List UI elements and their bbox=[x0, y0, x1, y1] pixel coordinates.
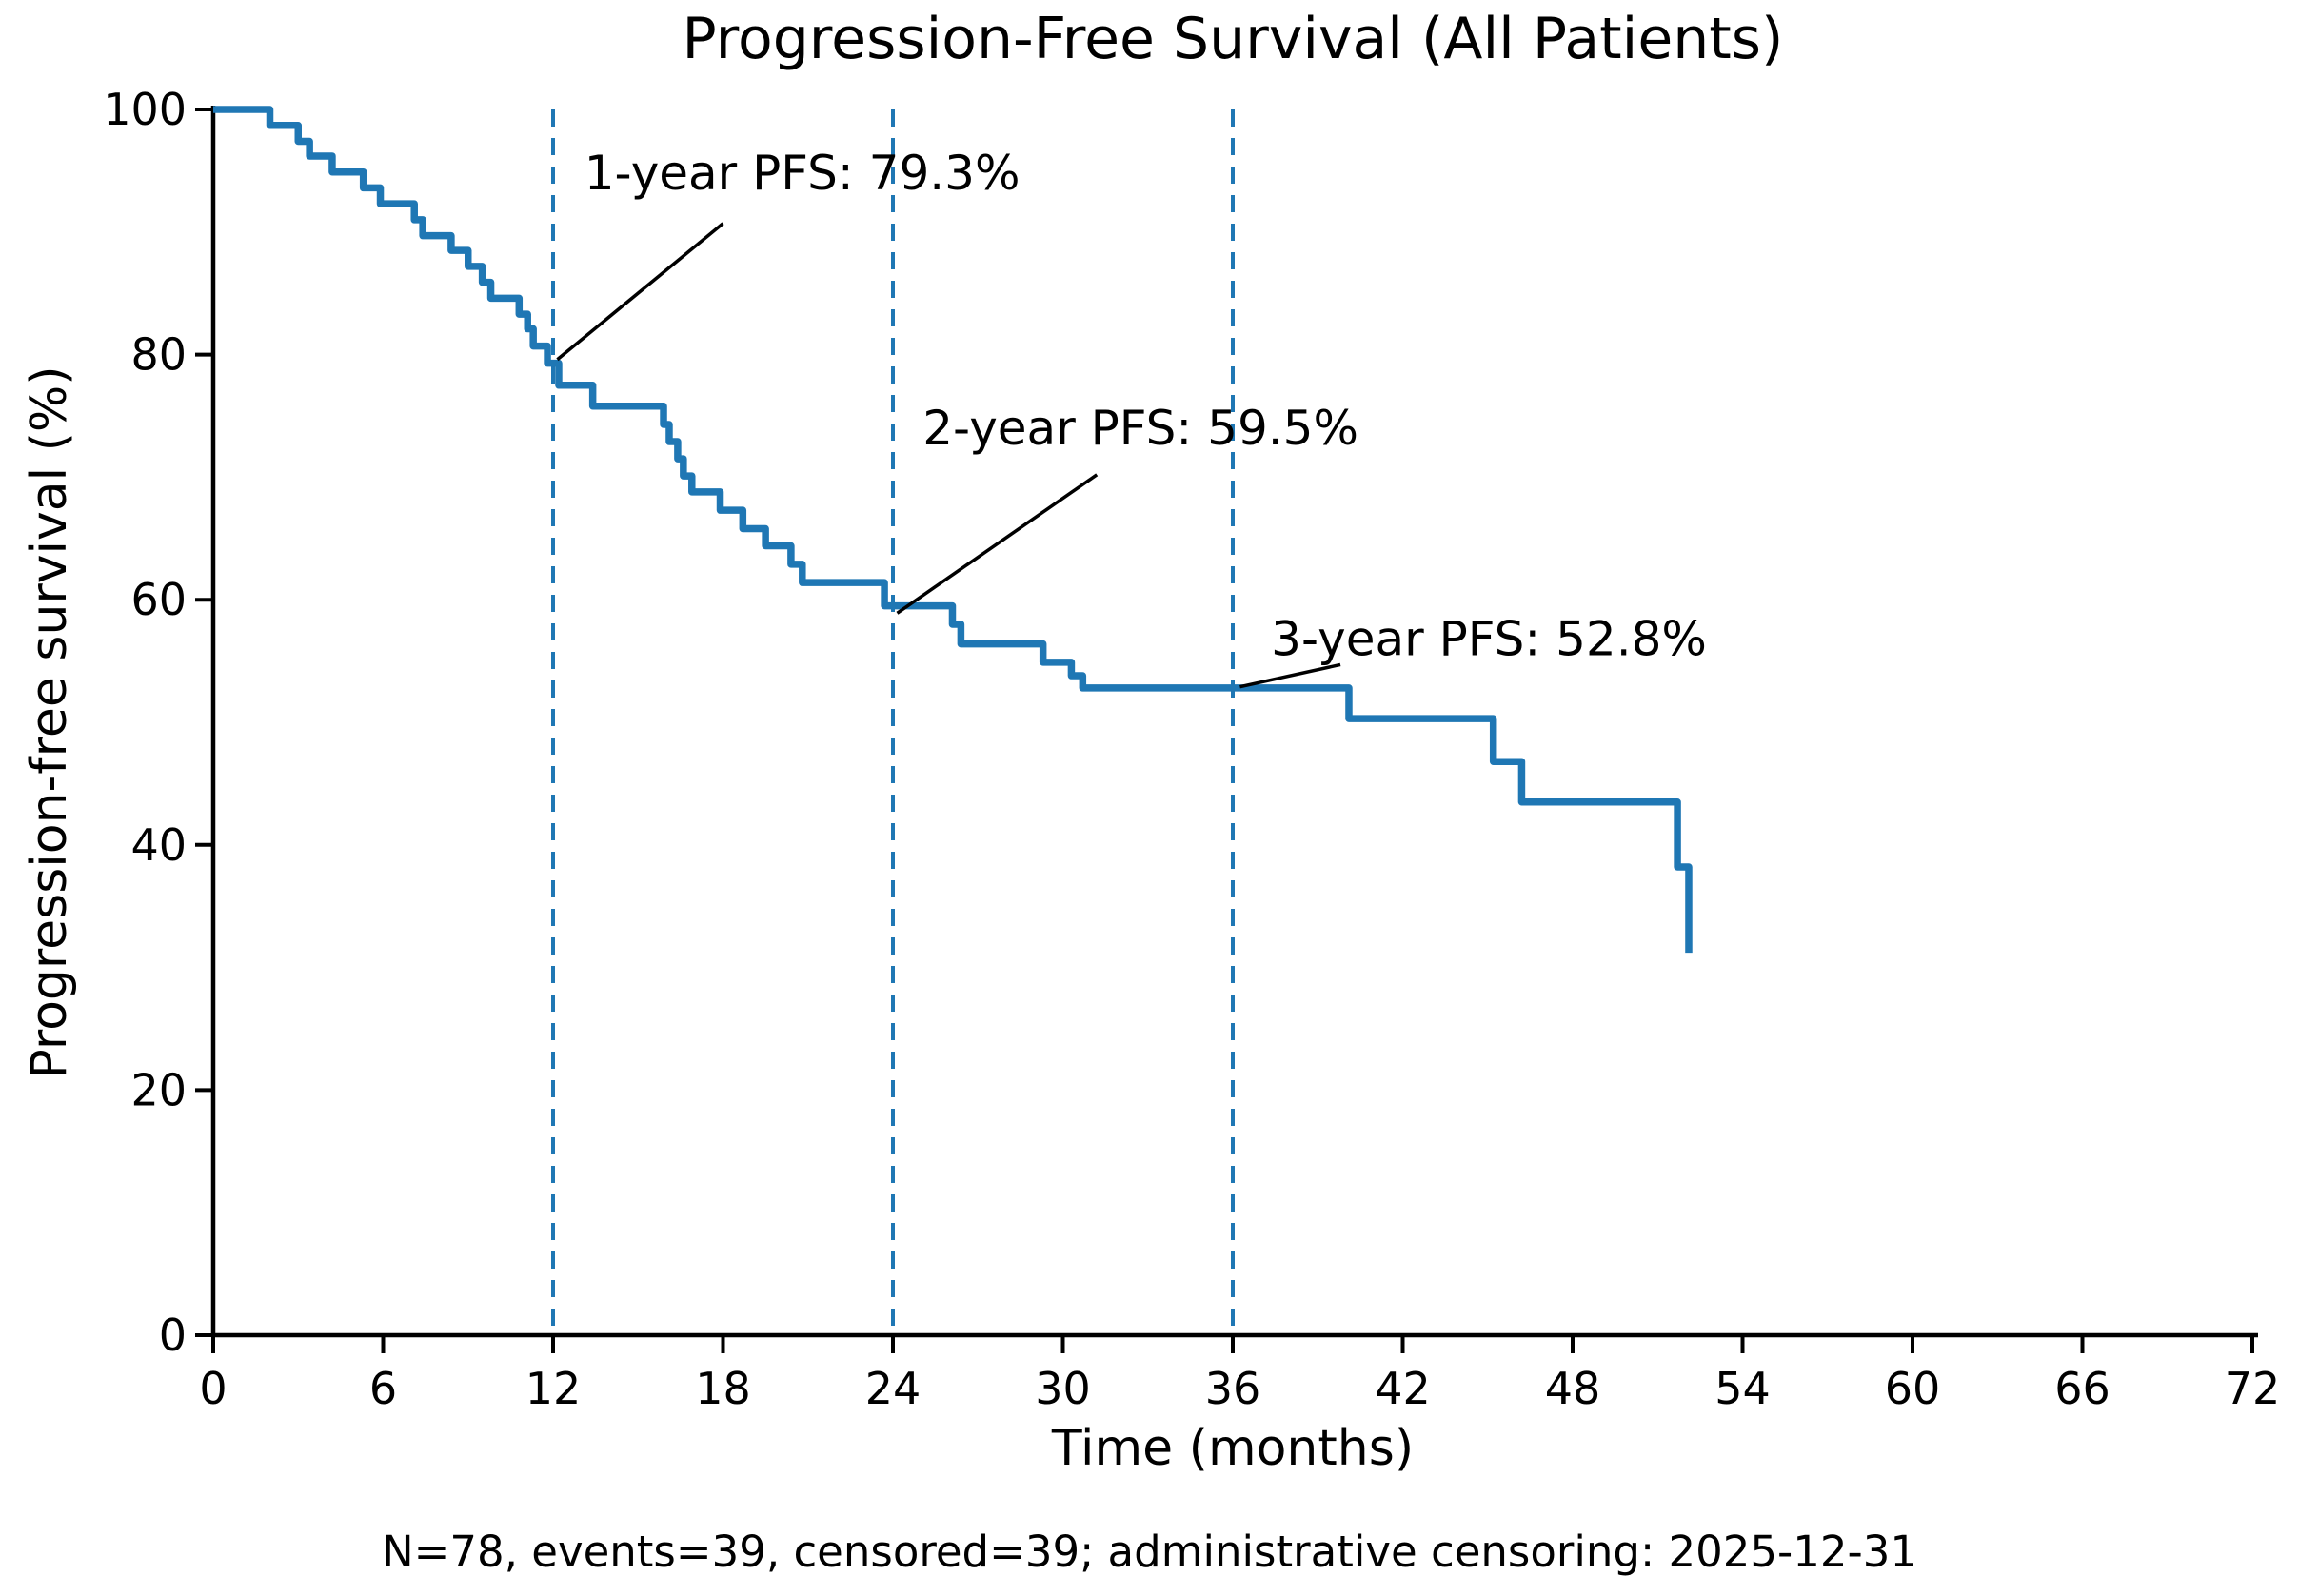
x-tick-label: 30 bbox=[1035, 1363, 1091, 1414]
x-tick-label: 24 bbox=[865, 1363, 922, 1414]
y-tick-label: 100 bbox=[103, 84, 187, 135]
annotation-label: 1-year PFS: 79.3% bbox=[585, 146, 1021, 201]
annotation-leader-line bbox=[1239, 662, 1341, 689]
x-tick-label: 18 bbox=[695, 1363, 751, 1414]
y-tick-label: 0 bbox=[159, 1310, 187, 1361]
y-tick-label: 60 bbox=[130, 574, 187, 625]
y-tick-label: 80 bbox=[130, 329, 187, 381]
annotation-label: 3-year PFS: 52.8% bbox=[1271, 612, 1707, 667]
cohort-footnote: N=78, events=39, censored=39; administra… bbox=[382, 1527, 1917, 1577]
x-tick-label: 42 bbox=[1375, 1363, 1431, 1414]
y-axis-label: Progression-free survival (%) bbox=[21, 365, 78, 1079]
x-tick-label: 12 bbox=[525, 1363, 582, 1414]
annotation-36-months: 3-year PFS: 52.8% bbox=[1239, 612, 1707, 689]
annotation-leader-line bbox=[556, 222, 724, 362]
x-tick-label: 0 bbox=[199, 1363, 227, 1414]
x-tick-label: 72 bbox=[2225, 1363, 2281, 1414]
annotation-12-months: 1-year PFS: 79.3% bbox=[556, 146, 1021, 362]
x-tick-label: 60 bbox=[1885, 1363, 1941, 1414]
annotation-24-months: 2-year PFS: 59.5% bbox=[896, 401, 1358, 615]
x-tick-label: 54 bbox=[1714, 1363, 1771, 1414]
y-tick-label: 40 bbox=[130, 819, 187, 871]
y-axis-ticks: 0 20 40 60 80 100 bbox=[103, 84, 213, 1361]
y-tick-label: 20 bbox=[130, 1064, 187, 1115]
x-axis-ticks: 0 6 12 18 24 30 36 42 48 54 60 66 72 bbox=[199, 1335, 2280, 1414]
x-tick-label: 48 bbox=[1545, 1363, 1601, 1414]
pfs-annotations: 1-year PFS: 79.3% 2-year PFS: 59.5% 3-year… bbox=[556, 146, 1707, 689]
milestone-lines bbox=[551, 109, 1235, 1335]
x-axis-label: Time (months) bbox=[1051, 1420, 1415, 1477]
x-tick-label: 6 bbox=[369, 1363, 397, 1414]
pfs-survival-curve bbox=[213, 106, 1693, 954]
x-tick-label: 66 bbox=[2054, 1363, 2111, 1414]
annotation-leader-line bbox=[896, 473, 1099, 615]
chart-title: Progression-Free Survival (All Patients) bbox=[682, 6, 1784, 72]
annotation-label: 2-year PFS: 59.5% bbox=[922, 401, 1358, 456]
x-tick-label: 36 bbox=[1205, 1363, 1261, 1414]
